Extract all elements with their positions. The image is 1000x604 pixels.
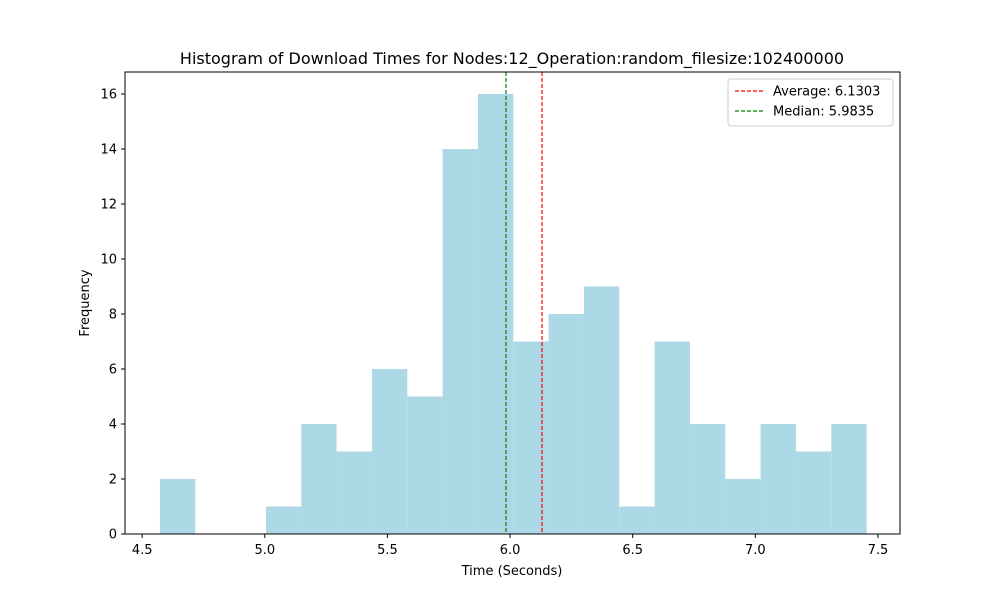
x-tick-label: 5.5	[377, 543, 398, 558]
x-tick-label: 7.5	[868, 543, 889, 558]
histogram-bar	[371, 369, 408, 534]
y-tick-label: 14	[100, 143, 117, 158]
x-tick-label: 6.0	[500, 543, 521, 558]
histogram-bar	[301, 424, 337, 534]
histogram-bar	[513, 341, 549, 534]
x-axis-label: Time (Seconds)	[461, 564, 563, 579]
bars-group	[159, 94, 867, 534]
histogram-bar	[583, 286, 620, 534]
histogram-bar	[689, 424, 726, 534]
y-tick-label: 8	[109, 308, 117, 323]
histogram-bar	[654, 341, 690, 534]
y-tick-label: 16	[100, 88, 117, 103]
y-tick-label: 6	[109, 363, 117, 378]
x-ticks-group: 4.5 5.0 5.5 6.0 6.5 7.0 7.5	[132, 534, 888, 558]
legend-label: Average: 6.1303	[773, 85, 880, 100]
histogram-bar	[442, 149, 478, 534]
y-ticks-group: 0 2 4 6 8 10 12 14 16	[100, 88, 125, 543]
histogram-bar	[265, 506, 302, 534]
y-tick-label: 4	[109, 418, 117, 433]
x-tick-label: 5.0	[254, 543, 275, 558]
histogram-bar	[159, 479, 196, 534]
histogram-bar	[831, 424, 867, 534]
histogram-bar	[795, 451, 832, 534]
legend: Average: 6.1303 Median: 5.9835	[727, 78, 894, 127]
reference-lines-group	[505, 72, 543, 534]
x-tick-label: 4.5	[132, 543, 153, 558]
histogram-bar	[760, 424, 796, 534]
histogram-bar	[336, 451, 372, 534]
histogram-bar	[407, 396, 443, 534]
histogram-bar	[477, 94, 514, 534]
x-tick-label: 7.0	[745, 543, 766, 558]
legend-box	[727, 78, 894, 127]
y-tick-label: 2	[109, 473, 117, 488]
histogram-bar	[548, 314, 584, 534]
x-tick-label: 6.5	[622, 543, 643, 558]
y-tick-label: 12	[100, 198, 117, 213]
axes-frame	[124, 71, 901, 535]
y-tick-label: 10	[100, 253, 117, 268]
histogram-bar	[725, 479, 761, 534]
chart-title: Histogram of Download Times for Nodes:12…	[180, 49, 844, 69]
y-axis-label: Frequency	[78, 269, 93, 336]
histogram-bar	[619, 506, 655, 534]
legend-label: Median: 5.9835	[773, 105, 874, 120]
y-tick-label: 0	[109, 528, 117, 543]
